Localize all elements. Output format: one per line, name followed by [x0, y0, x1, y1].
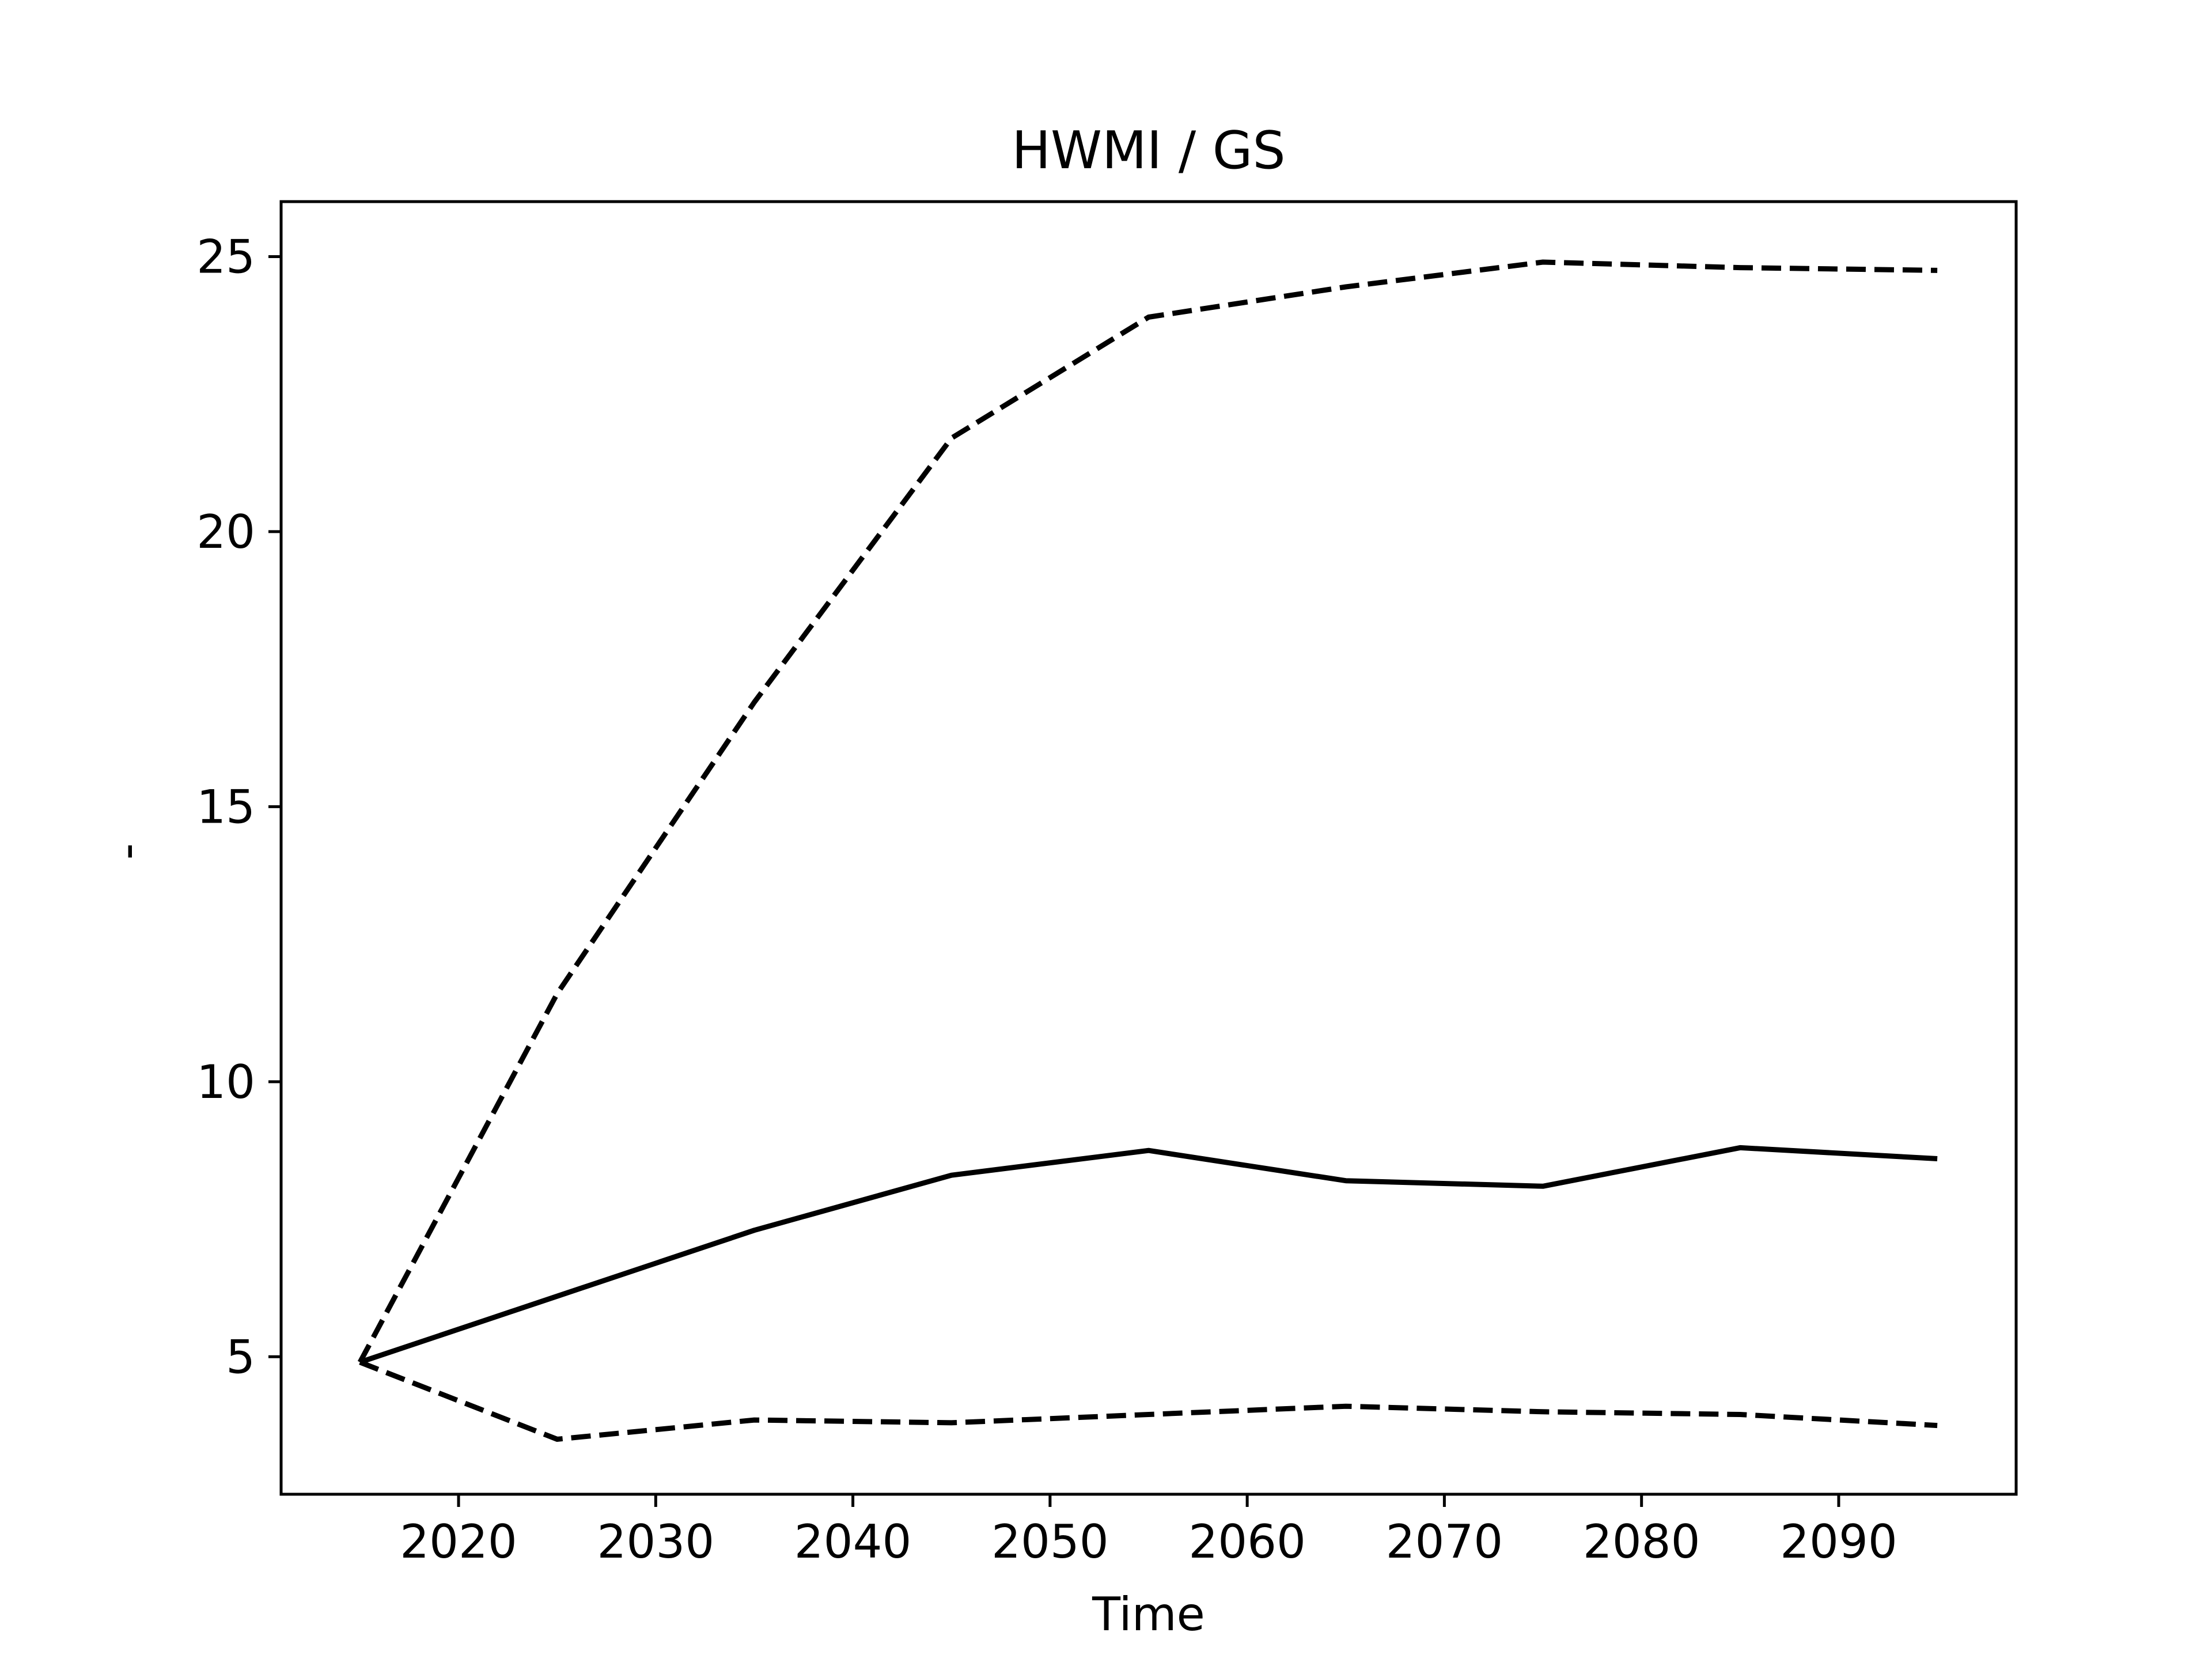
- y-tick-label: 25: [196, 230, 255, 283]
- y-axis-ticks: 5 10 15 20 25: [196, 230, 281, 1384]
- y-tick-label: 10: [196, 1055, 255, 1109]
- x-tick-label: 2090: [1780, 1515, 1897, 1569]
- x-tick-label: 2040: [794, 1515, 912, 1569]
- y-axis-label: -: [100, 843, 154, 860]
- x-axis-label: Time: [1092, 1588, 1205, 1641]
- dashed-series-line-1: [357, 259, 1938, 1363]
- x-tick-label: 2080: [1583, 1515, 1700, 1569]
- dashed-series-line-2: [359, 1359, 1938, 1442]
- y-tick-label: 20: [196, 505, 255, 559]
- plot-area-frame: [279, 200, 2018, 1496]
- series-layer: [357, 259, 1938, 1442]
- y-tick-label: 5: [226, 1330, 255, 1384]
- y-tick-label: 15: [196, 780, 255, 834]
- x-tick-label: 2070: [1386, 1515, 1503, 1569]
- x-tick-label: 2050: [991, 1515, 1109, 1569]
- x-tick-label: 2030: [597, 1515, 715, 1569]
- x-axis-ticks: 2020 2030 2040 2050 2060 2070 2080 2090: [400, 1494, 1897, 1569]
- solid-series-line: [359, 1145, 1938, 1365]
- chart-title: HWMI / GS: [1012, 120, 1285, 181]
- x-tick-label: 2060: [1188, 1515, 1306, 1569]
- x-tick-label: 2020: [400, 1515, 517, 1569]
